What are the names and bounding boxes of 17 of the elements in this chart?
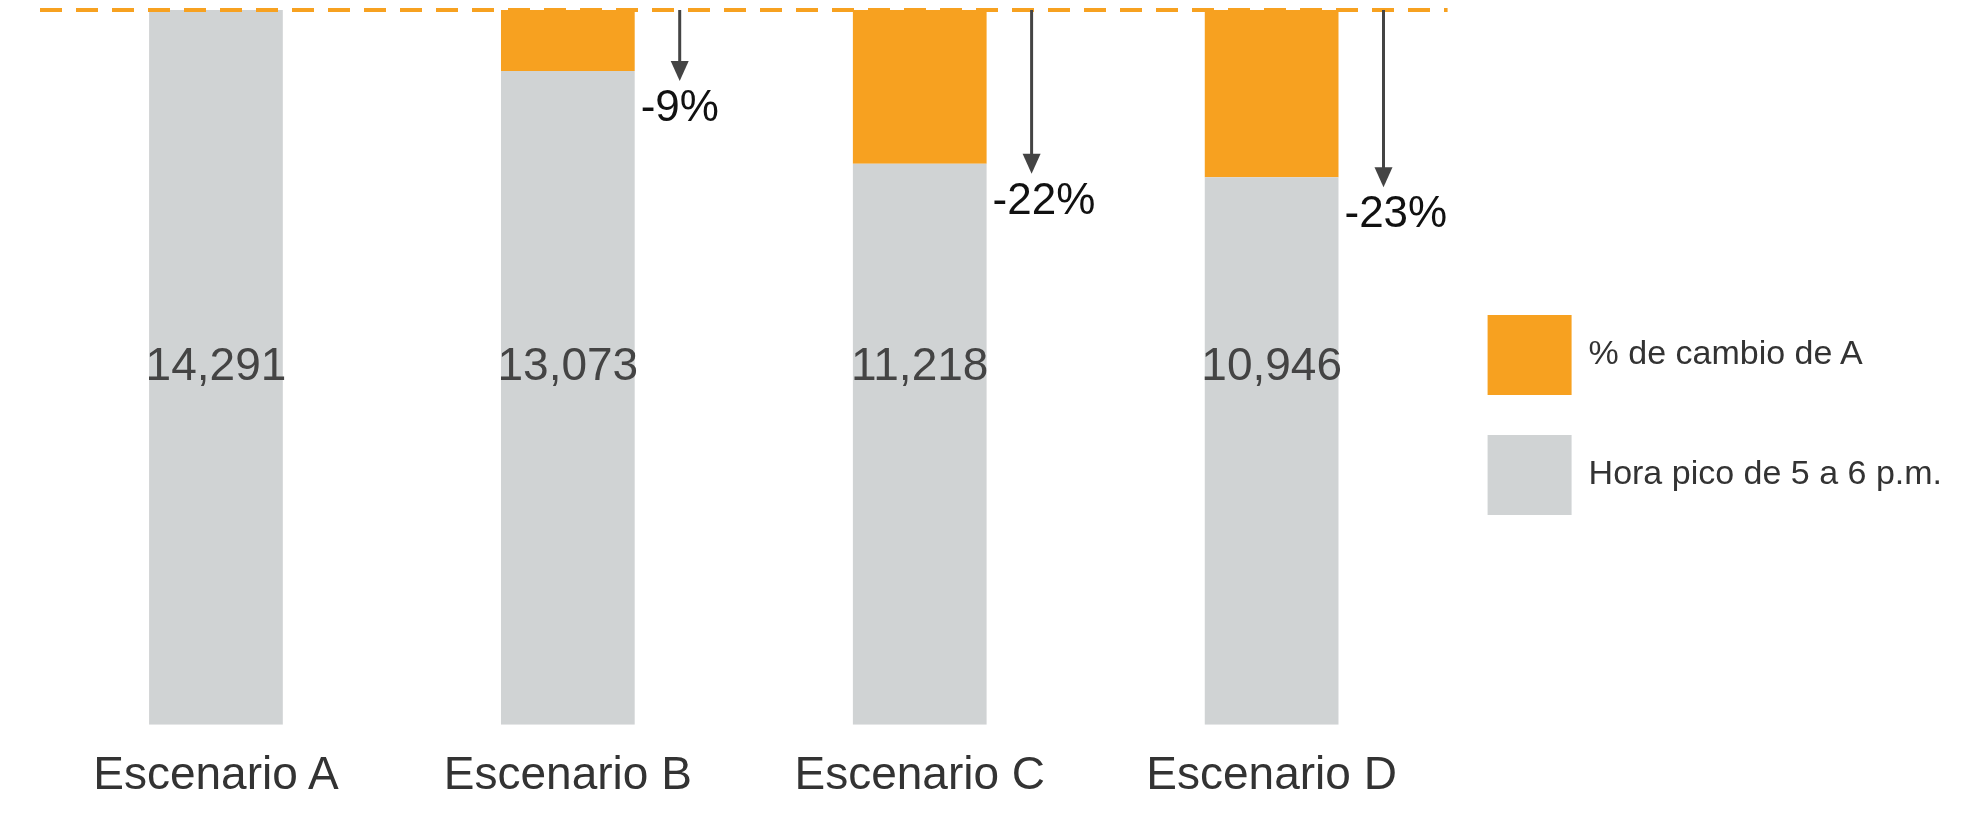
bar [149,10,283,725]
data-label: 14,291 [145,338,287,391]
legend-label: Hora pico de 5 a 6 p.m. [1588,453,1943,492]
annotation: -9% [640,81,719,131]
data-label: 11,218 [851,338,989,391]
x-tick-label: Escenario C [794,747,1046,800]
annotation: -22% [992,173,1096,223]
annotation: -23% [1344,187,1448,237]
x-tick-label: Escenario A [93,747,339,800]
legend-label: % de cambio de A [1588,333,1863,372]
bar [1204,177,1339,725]
bar [500,70,635,725]
data-label: 13,073 [497,338,639,391]
x-tick-label: Escenario B [443,747,692,800]
data-label: 10,946 [1201,338,1342,391]
x-tick-label: Escenario D [1146,747,1397,800]
bar [852,163,987,725]
